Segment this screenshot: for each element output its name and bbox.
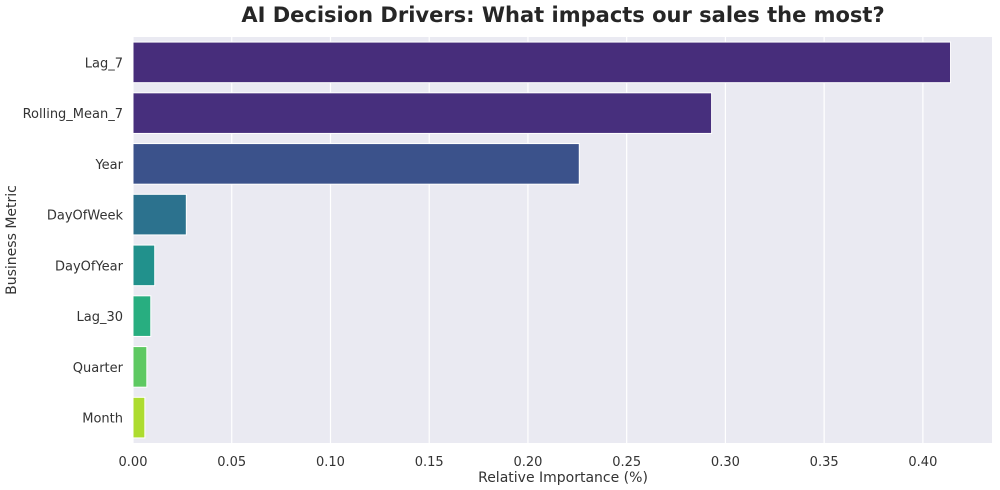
x-tick-labels: 0.00 0.05 0.10 0.15 0.20 0.25 0.30 0.35 0.40 (119, 455, 938, 470)
y-tick-label: Quarter (73, 361, 124, 376)
x-tick-label: 0.00 (119, 455, 148, 470)
y-tick-label: Lag_30 (76, 310, 123, 325)
y-tick-label: DayOfYear (55, 259, 124, 274)
bar-quarter (132, 346, 148, 388)
y-tick-labels: Lag_7 Rolling_Mean_7 Year DayOfWeek DayOfYea… (23, 56, 124, 426)
bar-lag-30 (132, 295, 152, 337)
x-tick-label: 0.30 (711, 455, 740, 470)
y-tick-label: Rolling_Mean_7 (23, 107, 123, 122)
x-tick-label: 0.10 (316, 455, 345, 470)
bar-rolling-mean-7 (132, 92, 713, 134)
bar-dayofweek (132, 193, 187, 236)
bars (132, 41, 952, 439)
x-tick-label: 0.40 (908, 455, 937, 470)
bar-year (132, 143, 580, 185)
x-tick-label: 0.20 (513, 455, 542, 470)
y-tick-label: Lag_7 (85, 56, 123, 71)
y-axis-label: Business Metric (4, 185, 20, 295)
x-tick-label: 0.35 (810, 455, 839, 470)
bar-month (132, 396, 146, 439)
x-tick-label: 0.15 (415, 455, 444, 470)
bar-lag-7 (132, 41, 952, 84)
x-tick-label: 0.25 (612, 455, 641, 470)
x-tick-label: 0.05 (217, 455, 246, 470)
y-tick-label: DayOfWeek (47, 209, 124, 224)
y-tick-label: Month (82, 412, 123, 427)
chart-title: AI Decision Drivers: What impacts our sa… (241, 3, 884, 27)
y-tick-label: Year (94, 158, 123, 173)
x-axis-label: Relative Importance (%) (478, 470, 648, 486)
bar-dayofyear (132, 244, 156, 287)
